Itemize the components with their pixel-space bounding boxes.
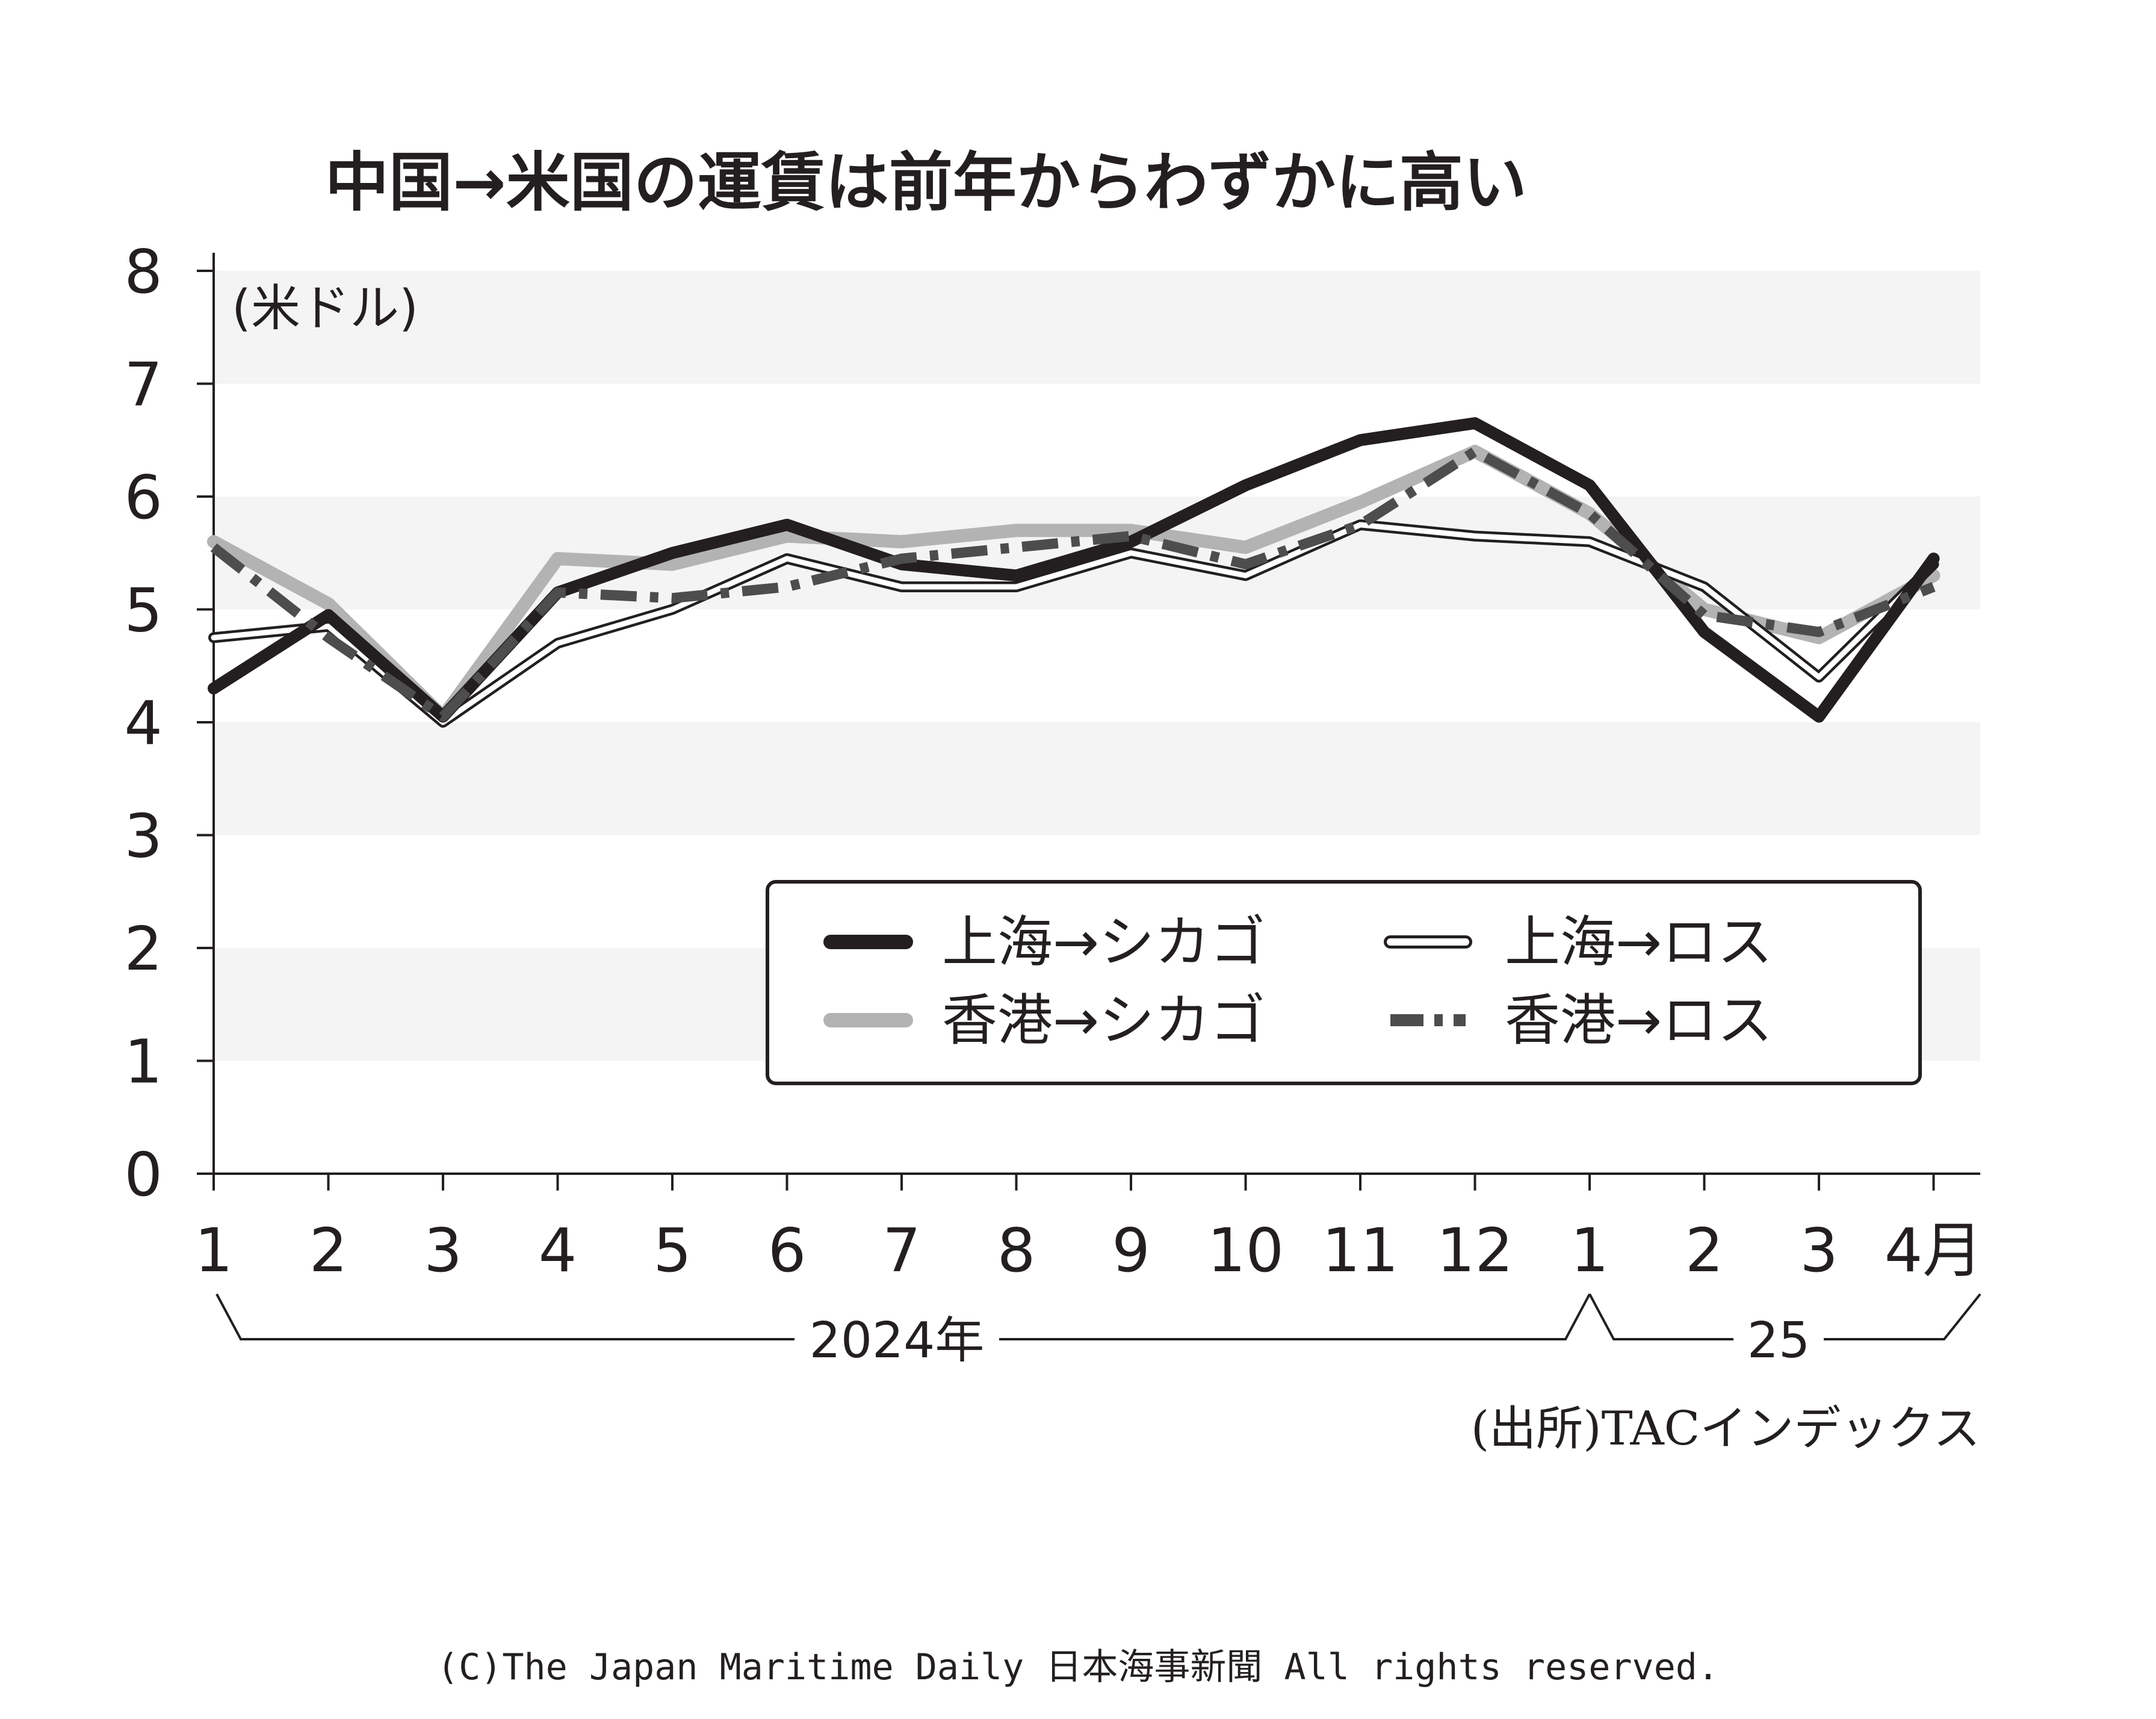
y-tick-label: 6 [124, 462, 163, 533]
bracket-2024-right [999, 1293, 1591, 1340]
x-tick-label: 1 [1570, 1215, 1609, 1286]
source-note: (出所)TACインデックス [1471, 1402, 1980, 1456]
x-tick-label: 5 [653, 1215, 692, 1286]
x-tick-label: 1 [194, 1215, 233, 1286]
series-dash-dot-dark [210, 446, 1936, 722]
y-tick-label: 0 [124, 1139, 163, 1210]
x-tick-label: 2 [1685, 1215, 1724, 1286]
copyright-footer: (C)The Japan Maritime Daily 日本海事新聞 All r… [437, 1646, 1719, 1688]
legend-label: 上海→シカゴ [942, 910, 1265, 974]
series-line-hongkong-la [210, 446, 1936, 722]
axes [212, 253, 1980, 1175]
x-tick-label: 11 [1322, 1215, 1398, 1286]
x-tick-label: 2 [309, 1215, 348, 1286]
legend-box [766, 880, 1922, 1085]
x-tick-label: 3 [1800, 1215, 1838, 1286]
y-tick-label: 1 [124, 1027, 163, 1097]
legend-label: 香港→ロス [1505, 988, 1773, 1053]
year-brackets: 2024年 25 [215, 1293, 1981, 1369]
x-tick-label: 10 [1207, 1215, 1284, 1286]
grid-band [214, 722, 1980, 835]
x-tick-label: 9 [1112, 1215, 1150, 1286]
y-tick-label: 5 [124, 575, 163, 646]
bracket-2025-right [1824, 1293, 1981, 1340]
x-tick-label: 7 [882, 1215, 921, 1286]
x-tick-label: 8 [997, 1215, 1036, 1286]
y-tick-label: 3 [124, 801, 163, 872]
x-tick-label: 3 [424, 1215, 462, 1286]
bracket-2025-left [1588, 1293, 1733, 1340]
x-tick-label: 4 [539, 1215, 577, 1286]
x-tick-label: 4月 [1885, 1215, 1983, 1286]
x-tick-label: 6 [768, 1215, 807, 1286]
chart-title: 中国→米国の運賃は前年からわずかに高い [325, 146, 1527, 220]
grid-band [214, 271, 1980, 384]
x-axis-ticks: 1 2 3 4 5 6 7 8 9 10 11 12 1 2 3 4月 [194, 1174, 1983, 1286]
legend-label: 上海→ロス [1505, 910, 1773, 974]
series-layer [207, 417, 1941, 728]
y-tick-label: 8 [124, 237, 163, 307]
year-label-2025: 25 [1747, 1312, 1810, 1369]
x-tick-label: 12 [1437, 1215, 1513, 1286]
y-tick-label: 2 [124, 914, 163, 984]
year-label-2024: 2024年 [810, 1312, 985, 1369]
y-unit-label: (米ドル) [232, 280, 418, 337]
y-tick-label: 7 [124, 350, 163, 420]
legend-label: 香港→シカゴ [942, 988, 1265, 1053]
y-tick-label: 4 [124, 688, 163, 758]
bracket-2024-left [215, 1293, 795, 1340]
y-axis-ticks: 0 1 2 3 4 5 6 7 8 [124, 237, 214, 1210]
